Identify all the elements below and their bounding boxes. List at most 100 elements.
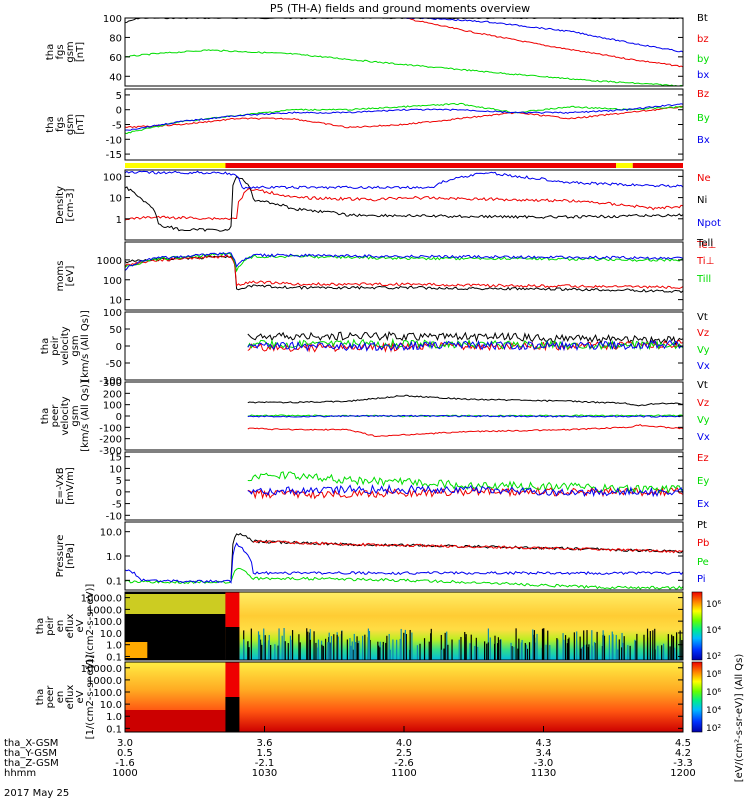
panel-10: 10⁸10⁶10⁴10²10000.01000.0100.010.01.00.1… [35, 655, 721, 740]
series-line-Vx [247, 414, 683, 418]
ytick-label: -50 [106, 359, 122, 370]
spectrogram-noise [580, 648, 582, 660]
ylabel-line: tha [35, 689, 46, 705]
ylabel-line: tha [35, 618, 46, 634]
series-line-Bz [124, 105, 684, 129]
spectrogram-noise [250, 628, 252, 660]
panel-8: Pt Pb Pe Pi 10.0 1.0 0.1 Pressure [nPa] [55, 520, 709, 591]
spectrogram-noise [458, 639, 460, 660]
ylabel-line: gsm [70, 335, 81, 356]
colorbar-tick: 10⁶ [706, 688, 721, 698]
ytick-label: 10.0 [100, 700, 122, 711]
ytick-label: 0.1 [106, 576, 122, 587]
spectrogram-noise [627, 645, 629, 660]
spectrogram-noise [291, 630, 294, 660]
xaxis-row-label: tha_X-GSM [4, 738, 58, 749]
spectrogram-noise [261, 644, 263, 660]
spectrogram-noise [591, 630, 593, 660]
legend-Tell: Tell [696, 238, 713, 249]
colorbar-tick: 10⁴ [706, 626, 721, 636]
spectrogram-noise [579, 636, 581, 660]
spectrogram-noise [382, 641, 384, 660]
series-line-Ex [247, 483, 684, 498]
ylabel-line: [nPa] [65, 543, 76, 569]
colorbar-tick: 10² [706, 652, 721, 662]
spectrogram-noise [287, 643, 289, 660]
ytick-label: 100 [103, 401, 122, 412]
spectrogram-noise [635, 640, 637, 660]
spectrogram-noise [364, 634, 366, 660]
spectrogram-noise [629, 645, 631, 660]
spectrogram-noise [524, 642, 526, 660]
ytick-label: 100 [103, 172, 122, 183]
spectrogram-noise [367, 628, 370, 660]
series-line-Vz [247, 424, 684, 438]
ytick-label: 50 [109, 325, 122, 336]
mode-bar-segment [125, 163, 226, 168]
spectrogram-noise [643, 634, 645, 660]
spectrogram-noise [513, 646, 515, 660]
ytick-label: 200 [103, 389, 122, 400]
ylabel-line: [nT] [75, 42, 86, 62]
spectrogram-gap [225, 627, 240, 660]
x-axis: tha_X-GSM 3.0 3.6 4.0 4.3 4.5 tha_Y-GSM 0.5 1.5 2… [4, 726, 696, 779]
legend-Ey: Ey [697, 476, 709, 487]
spectrogram-noise [447, 644, 449, 660]
spectrogram-noise [322, 645, 324, 660]
spectrogram-noise [667, 634, 669, 660]
ytick-label: -15 [106, 150, 122, 161]
spectrogram-noise [521, 639, 523, 660]
ytick-label: 10 [109, 296, 122, 307]
legend-Npot: Npot [697, 218, 721, 229]
ylabel-line: Pressure [55, 535, 66, 578]
spectrogram-noise [315, 642, 317, 660]
spectrogram-noise [330, 636, 333, 660]
series-line-Bx [124, 103, 684, 131]
ytick-label: 10 [109, 194, 122, 205]
spectrogram-noise [649, 631, 651, 660]
ylabel-line: gsm [65, 114, 76, 135]
ylabel-line: [eV] [65, 266, 76, 287]
ylabel-line: [1/(cm2-s-sr-eV)] [85, 584, 96, 669]
spectrogram-noise [528, 642, 531, 660]
spectrogram-noise [541, 628, 544, 660]
spectrogram-noise [568, 637, 570, 660]
ytick-label: 1 [116, 215, 122, 226]
spectrogram-noise [474, 645, 476, 660]
series-line-bz [404, 17, 684, 68]
xtick-label: 0.5 [117, 748, 133, 759]
ytick-label: 1000.0 [87, 605, 122, 616]
xtick-label: 1130 [531, 768, 556, 779]
xtick-label: 3.6 [257, 738, 273, 749]
ylabel-line: gsm [70, 405, 81, 426]
page-title: P5 (TH-A) fields and ground moments over… [270, 2, 530, 15]
spectrogram-noise [392, 639, 394, 660]
spectrogram-noise [615, 634, 617, 660]
legend-Ex: Ex [697, 499, 709, 510]
ytick-label: -5 [112, 500, 122, 511]
xaxis-row-label: tha_Y-GSM [4, 748, 57, 759]
spectrogram-noise [351, 641, 353, 660]
spectrogram-noise [353, 633, 355, 660]
spectrogram-noise [264, 635, 266, 660]
spectrogram-noise [500, 640, 502, 660]
spectrogram-noise [543, 628, 545, 660]
ylabel-line: peer [50, 404, 61, 428]
spectrogram-noise [309, 632, 311, 660]
ytick-label: 1000 [97, 256, 122, 267]
spectrogram-noise [563, 639, 565, 660]
spectrogram-noise [533, 634, 535, 660]
spectrogram-noise [573, 632, 575, 660]
ytick-label: 1.0 [106, 712, 122, 723]
legend-Ne: Ne [697, 173, 711, 184]
ytick-label: 100 [103, 276, 122, 287]
spectrogram-noise [274, 644, 276, 660]
spectrogram-noise [451, 639, 453, 660]
ylabel-line: velocity [60, 396, 71, 435]
colorbar-label: [eV/(cm²-s-sr-eV)] (All Qs) [734, 654, 745, 783]
ytick-label: -10 [106, 511, 122, 522]
legend-Vy: Vy [697, 415, 710, 426]
series-line-Vt [247, 394, 684, 407]
spectrogram-noise [409, 629, 411, 660]
spectrogram-noise [444, 632, 446, 660]
